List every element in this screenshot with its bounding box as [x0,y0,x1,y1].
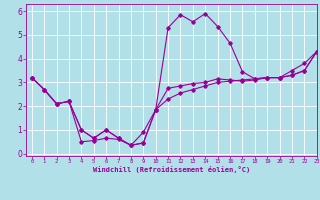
X-axis label: Windchill (Refroidissement éolien,°C): Windchill (Refroidissement éolien,°C) [92,166,250,173]
